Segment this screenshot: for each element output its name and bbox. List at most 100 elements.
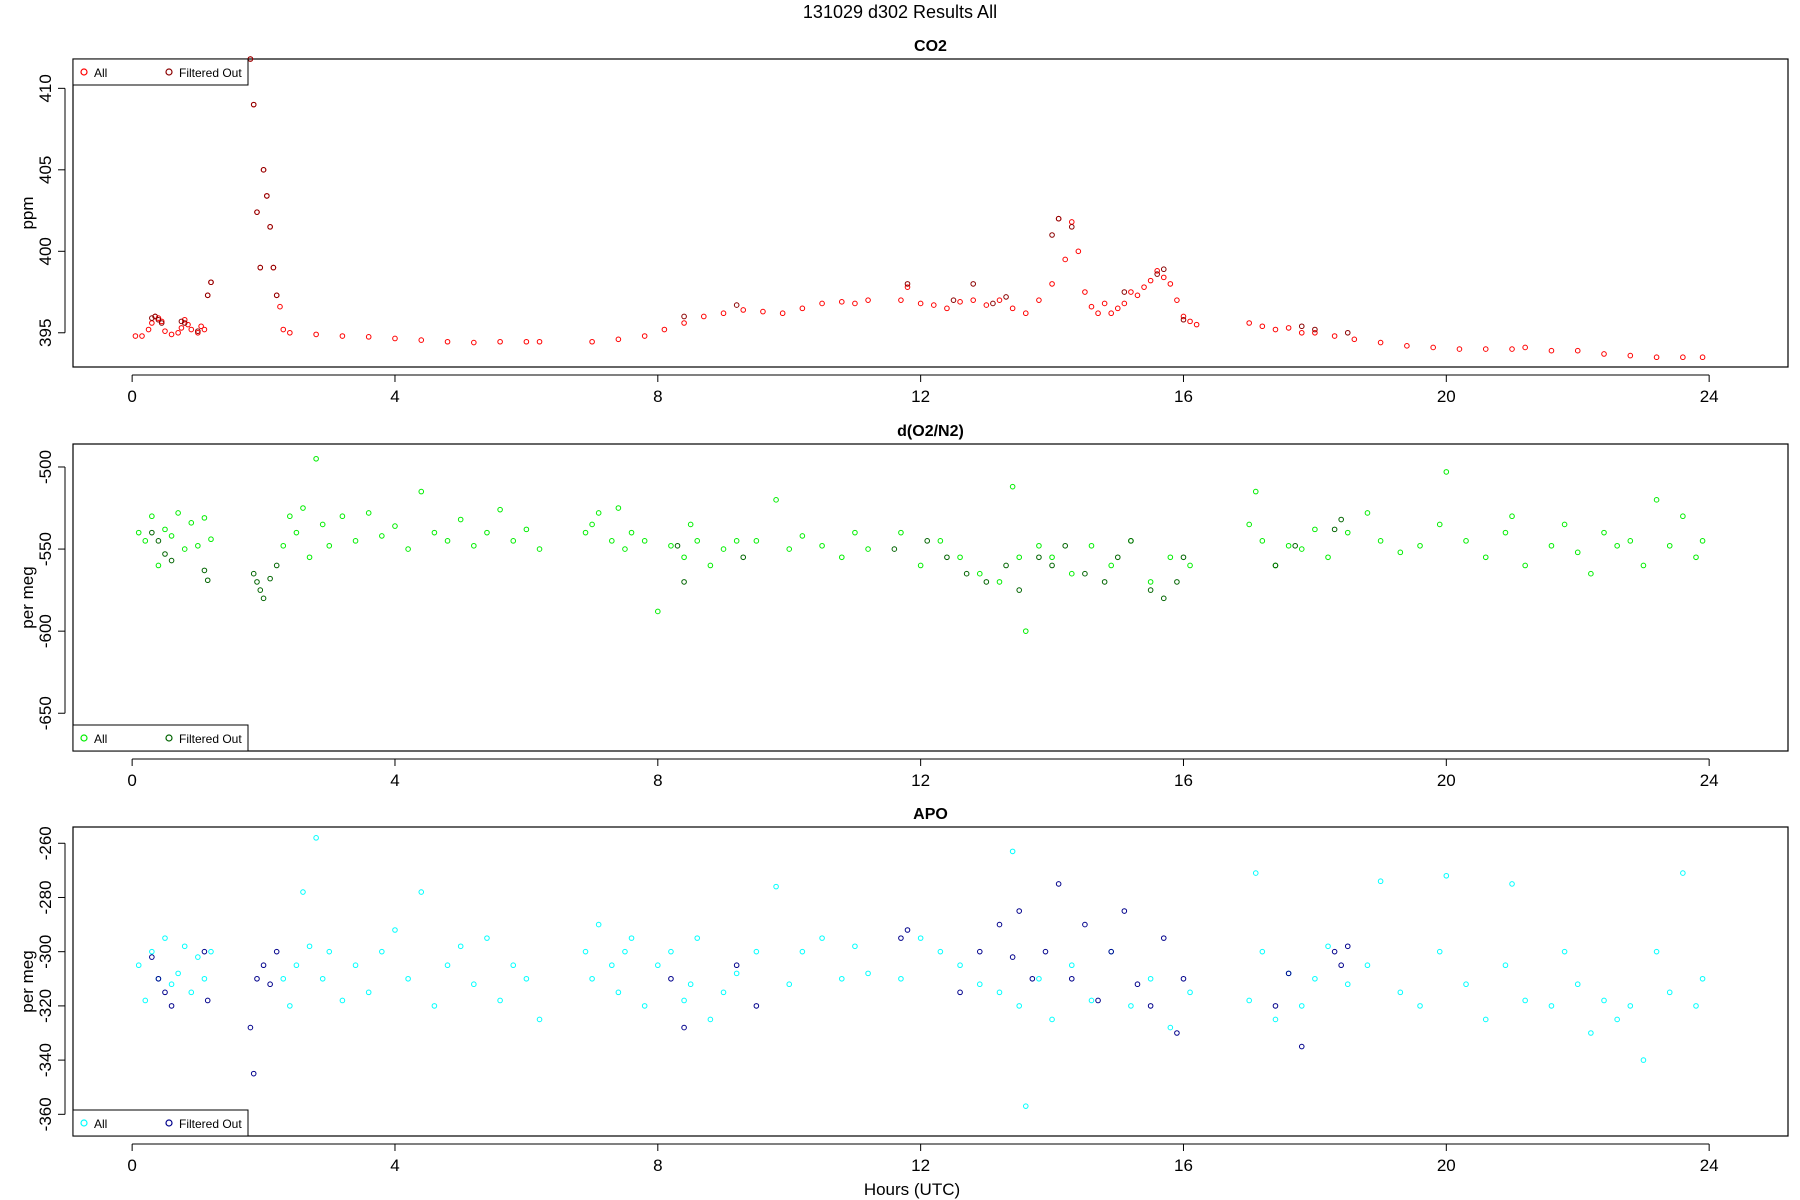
data-point-all [181, 943, 188, 950]
data-point-all [1666, 989, 1673, 996]
data-point-all [668, 948, 674, 955]
data-point-filtered [267, 575, 273, 582]
data-point-filtered [1003, 562, 1009, 569]
data-point-all [145, 326, 152, 333]
data-point-all [405, 975, 411, 982]
data-point-filtered [681, 1024, 687, 1031]
data-point-all [1141, 284, 1147, 290]
data-point-all [1693, 554, 1699, 561]
data-point-all [287, 1003, 293, 1009]
data-point-all [838, 554, 845, 561]
x-tick-label: 8 [653, 771, 662, 790]
data-point-filtered [1049, 232, 1055, 238]
data-point-all [904, 284, 911, 290]
data-point-all [641, 538, 648, 544]
data-point-all [1574, 981, 1581, 988]
x-tick-label: 4 [390, 1156, 399, 1175]
x-tick-label: 16 [1174, 387, 1193, 406]
data-point-all [1574, 549, 1581, 556]
data-point-filtered [267, 981, 273, 988]
data-point-all [957, 554, 963, 561]
data-point-filtered [1049, 562, 1055, 569]
data-point-all [1522, 344, 1528, 351]
data-point-all [668, 542, 674, 549]
data-point-all [615, 989, 622, 996]
data-point-filtered [904, 281, 911, 287]
data-point-all [168, 533, 175, 539]
data-point-all [1482, 554, 1489, 561]
data-point-all [1443, 872, 1450, 879]
data-point-filtered [155, 538, 162, 544]
data-point-filtered [681, 313, 687, 320]
data-point-all [760, 308, 766, 315]
data-point-filtered [247, 1024, 254, 1031]
data-point-filtered [1344, 943, 1351, 950]
data-point-all [162, 328, 168, 334]
data-point-filtered [273, 562, 280, 569]
data-point-all [740, 307, 747, 313]
data-point-filtered [1160, 935, 1167, 941]
data-point-filtered [1108, 948, 1114, 955]
x-tick-label: 20 [1437, 1156, 1456, 1175]
data-point-filtered [270, 264, 277, 271]
data-point-all [300, 505, 306, 511]
data-point-all [661, 326, 668, 333]
data-point-all [1693, 1003, 1699, 1009]
x-tick-label: 20 [1437, 387, 1456, 406]
data-point-all [1298, 329, 1305, 336]
legend-marker-all [80, 68, 88, 76]
data-point-all [135, 529, 142, 536]
panel-title: APO [913, 806, 948, 823]
data-point-all [300, 889, 306, 895]
data-point-all [1561, 948, 1568, 955]
data-point-all [1443, 469, 1450, 475]
data-point-all [1680, 870, 1686, 876]
data-point-all [1147, 579, 1154, 585]
data-point-all [201, 975, 208, 982]
data-point-all [1187, 562, 1193, 569]
data-point-all [313, 331, 319, 338]
data-point-all [1259, 948, 1266, 955]
data-point-filtered [254, 579, 260, 585]
data-point-all [707, 1016, 714, 1023]
data-point-all [1601, 351, 1607, 357]
data-point-all [168, 981, 175, 988]
x-tick-label: 16 [1174, 1156, 1193, 1175]
legend-marker-all [80, 734, 88, 742]
y-axis-label: ppm [18, 196, 37, 229]
data-point-all [1614, 542, 1620, 549]
data-point-all [149, 948, 155, 955]
data-point-all [418, 488, 425, 495]
x-tick-label: 0 [127, 387, 136, 406]
data-point-filtered [260, 167, 267, 173]
data-point-all [1068, 570, 1075, 577]
data-point-all [1640, 562, 1647, 569]
data-point-all [536, 546, 543, 552]
data-point-filtered [681, 579, 687, 585]
data-point-all [819, 935, 825, 941]
data-point-all [1128, 289, 1134, 295]
data-point-filtered [950, 297, 957, 303]
data-point-all [720, 310, 727, 317]
data-point-filtered [733, 302, 740, 308]
data-point-all [1252, 488, 1259, 495]
data-point-all [733, 538, 740, 544]
data-point-all [523, 338, 530, 345]
data-point-all [917, 935, 924, 941]
data-point-filtered [168, 1003, 175, 1009]
data-point-filtered [1180, 316, 1187, 323]
data-point-filtered [740, 554, 747, 561]
data-point-all [178, 325, 185, 331]
data-point-all [681, 320, 687, 326]
data-point-filtered [204, 292, 211, 299]
data-point-all [1180, 313, 1187, 320]
data-point-all [687, 521, 694, 528]
data-point-all [1482, 1016, 1489, 1023]
data-point-filtered [1068, 975, 1075, 982]
data-point-all [339, 997, 346, 1004]
data-point-all [1022, 310, 1029, 317]
data-point-all [1187, 989, 1193, 996]
legend-box [72, 58, 249, 86]
data-point-all [799, 533, 806, 539]
data-point-all [1285, 542, 1292, 549]
